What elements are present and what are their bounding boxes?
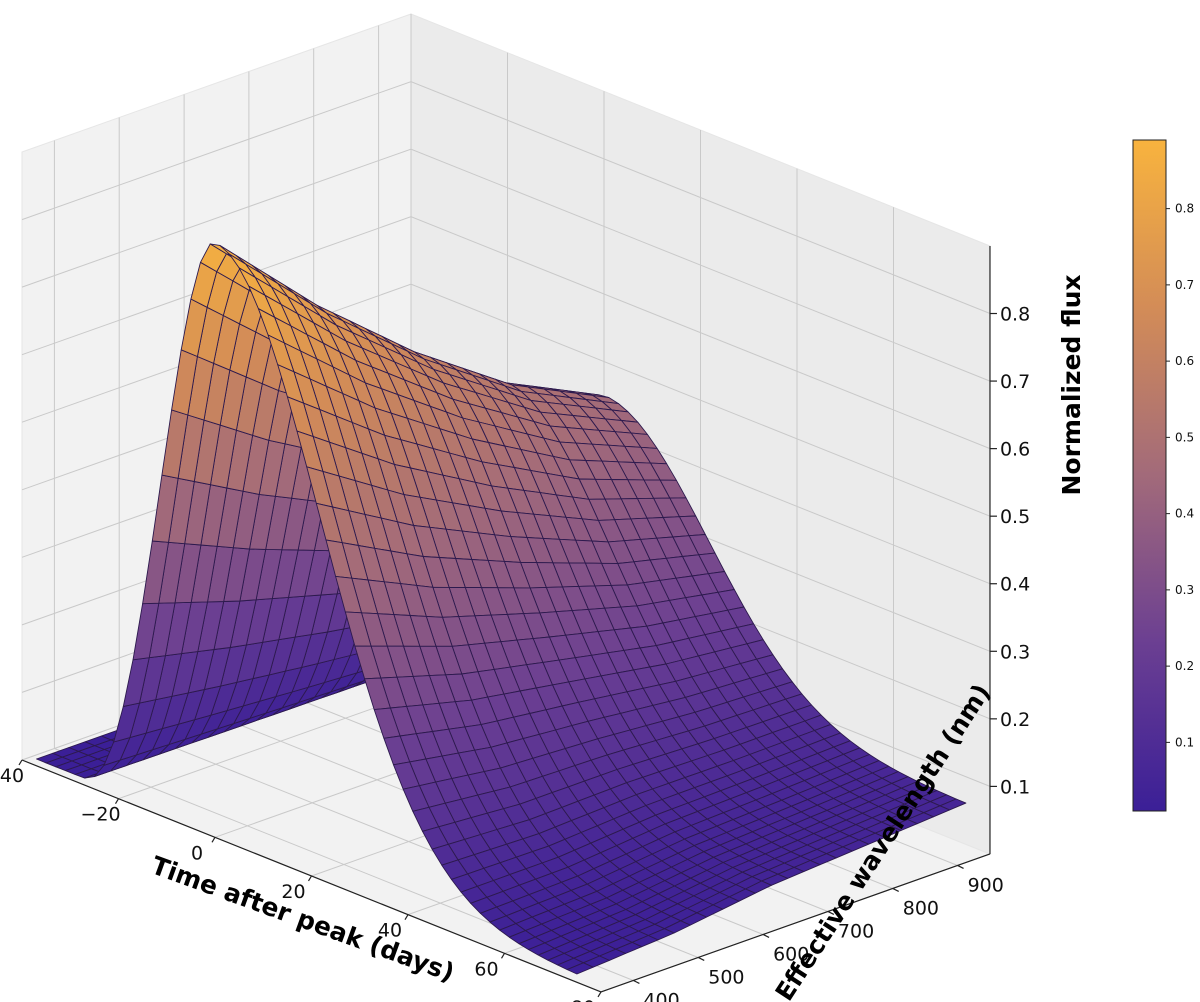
y-tick xyxy=(633,979,640,984)
x-tick xyxy=(307,875,313,882)
z-gridline xyxy=(21,81,991,314)
z-gridline xyxy=(21,216,991,450)
x-tick xyxy=(18,759,23,766)
y-tick-label: 400 xyxy=(643,989,679,1002)
x-tick xyxy=(211,837,216,843)
colorbar-gradient xyxy=(1132,139,1167,812)
z-tick-label: 0.5 xyxy=(1000,506,1030,528)
y-tick xyxy=(957,864,964,869)
flux-surface xyxy=(36,243,967,975)
z-tick-label: 0.7 xyxy=(1000,371,1030,393)
z-tick-label: 0.2 xyxy=(1000,709,1030,731)
z-tick-label: 0.8 xyxy=(1000,304,1030,326)
axis-lines xyxy=(18,245,997,998)
colorbar-tick-label: 0.1 xyxy=(1175,735,1194,749)
colorbar-tick-label: 0.2 xyxy=(1175,659,1194,673)
y-tick-label: 500 xyxy=(708,966,744,988)
z-axis-label: Normalized flux xyxy=(1057,274,1086,495)
colorbar-tick-label: 0.5 xyxy=(1175,430,1194,444)
colorbar-tick-label: 0.7 xyxy=(1175,278,1194,292)
colorbar-tick-label: 0.3 xyxy=(1175,583,1194,597)
x-tick-label: −40 xyxy=(0,765,24,787)
y-tick xyxy=(827,910,835,915)
x-tick-label: 0 xyxy=(191,842,203,864)
colorbar-tick-label: 0.6 xyxy=(1175,354,1194,368)
x-tick-label: 60 xyxy=(474,958,498,980)
x-tick xyxy=(404,914,409,920)
x-tick-label: −20 xyxy=(80,804,120,826)
y-tick-label: 800 xyxy=(903,897,939,919)
x-tick xyxy=(500,952,506,959)
x-tick xyxy=(114,798,120,804)
z-gridline xyxy=(21,148,991,382)
y-tick xyxy=(697,956,705,961)
tick-labels: −40 −20 0 20 40 60 80 400 500 600 700 800 900 0.1 0.2 0… xyxy=(0,304,1030,1002)
z-gridline xyxy=(21,283,991,517)
colorbar: 0.1 0.2 0.3 0.4 0.5 0.6 0.7 0.8 xyxy=(1132,139,1194,812)
surface-facet xyxy=(566,962,594,975)
x-tick-label: 20 xyxy=(281,881,305,903)
colorbar-tick-label: 0.4 xyxy=(1175,507,1194,521)
colorbar-tick-label: 0.8 xyxy=(1175,202,1194,216)
y-axis-line xyxy=(600,853,991,993)
x-tick-label: 40 xyxy=(378,920,402,942)
z-tick-label: 0.6 xyxy=(1000,439,1030,461)
y-tick xyxy=(762,933,770,938)
y-tick-label: 600 xyxy=(773,943,809,965)
y-tick xyxy=(892,887,900,892)
z-tick-label: 0.1 xyxy=(1000,776,1030,798)
x-tick-label: 80 xyxy=(571,997,595,1002)
y-tick-label: 900 xyxy=(968,874,1004,896)
x-tick xyxy=(597,991,602,998)
z-tick-label: 0.3 xyxy=(1000,641,1030,663)
z-tick-label: 0.4 xyxy=(1000,574,1030,596)
y-tick-label: 700 xyxy=(838,920,874,942)
